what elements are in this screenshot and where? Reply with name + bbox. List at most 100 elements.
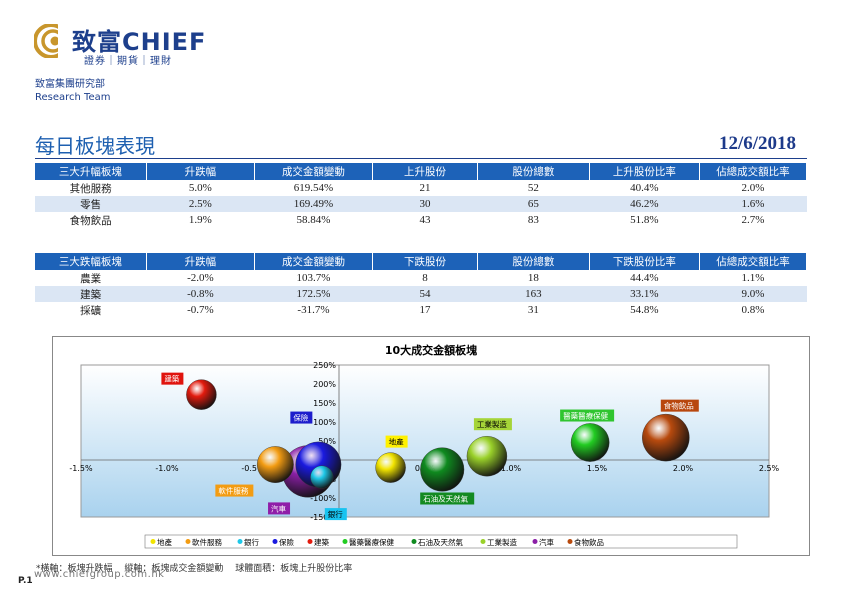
legend-entry: 保險 (279, 537, 294, 547)
bubble (570, 423, 610, 462)
bubble (375, 452, 406, 483)
column-header: 股份總數 (477, 253, 590, 270)
table-cell: 2.0% (741, 182, 765, 194)
x-tick-label: -1.0% (155, 464, 179, 473)
table-cell: 2.7% (741, 214, 765, 226)
legend-marker (237, 539, 243, 544)
legend-entry: 地產 (157, 537, 172, 547)
bubble-label: 醫藥醫療保健 (563, 411, 608, 421)
legend-entry: 工業製造 (487, 537, 517, 547)
table-cell: 619.54% (293, 182, 334, 194)
table-cell: 83 (527, 214, 539, 226)
bubble (256, 446, 294, 483)
department-english: Research Team (35, 92, 111, 103)
table-row: 其他服務 5.0% 619.54% 21 52 40.4% 2.0% (35, 180, 807, 196)
bubble (642, 413, 690, 462)
table-cell: 1.9% (188, 214, 212, 226)
bubble-label-box (385, 435, 408, 448)
table-cell: 農業 (80, 272, 102, 285)
bubble-label: 汽車 (271, 503, 286, 513)
table-row: 零售 2.5% 169.49% 30 65 46.2% 1.6% (35, 196, 807, 212)
chart-title: 10大成交金額板塊 (385, 343, 477, 357)
table-cell: 其他服務 (69, 182, 112, 195)
table-cell: 31 (527, 304, 539, 316)
y-tick-label: 150% (313, 399, 336, 408)
legend-entry: 食物飲品 (574, 537, 604, 547)
table-cell: 54.8% (630, 304, 659, 316)
bubble-label: 食物飲品 (664, 401, 694, 411)
column-header: 上升股份 (372, 163, 478, 180)
table-row: 採礦 -0.7% -31.7% 17 31 54.8% 0.8% (35, 302, 807, 318)
bubble (310, 465, 334, 489)
table-cell: 103.7% (296, 272, 331, 284)
column-header: 佔總成交額比率 (699, 163, 808, 180)
table-cell: 17 (419, 304, 431, 316)
y-tick-label: 250% (313, 361, 336, 370)
legend-marker (411, 539, 417, 544)
column-header: 下跌股份 (372, 253, 478, 270)
brand-name: 致富CHIEF (72, 28, 207, 56)
table-row: 農業 -2.0% 103.7% 8 18 44.4% 1.1% (35, 270, 807, 286)
page-number: P.1 (18, 576, 33, 586)
y-tick-label: 200% (313, 380, 336, 389)
bubble-label-box (215, 484, 254, 497)
table-cell: 21 (419, 182, 431, 194)
x-tick-label: 1.0% (501, 464, 522, 473)
bubble-label: 工業製造 (477, 419, 507, 429)
bubble (420, 447, 465, 492)
table-cell: 163 (477, 286, 590, 302)
x-tick-label: 2.0% (673, 464, 694, 473)
chart-footnote: *橫軸：板塊升跌幅 縱軸：板塊成交金額變動 球體面積：板塊上升股份比率 (36, 564, 353, 574)
legend-box (144, 534, 738, 549)
table-cell: 52 (527, 182, 539, 194)
header-divider (35, 158, 807, 159)
legend-marker (150, 539, 156, 544)
losers-table: 三大跌幅板塊 升跌幅 成交金額變動 下跌股份 股份總數 下跌股份比率 佔總成交額比率 農業 -… (35, 253, 808, 318)
bubble-label-box (660, 399, 699, 412)
column-header: 三大跌幅板塊 (35, 253, 147, 270)
table-cell: 1.1% (741, 272, 765, 284)
bubble-label: 保險 (293, 413, 308, 423)
table-cell: 44.4% (630, 272, 659, 284)
legend-marker (342, 539, 348, 544)
table-cell: -31.7% (297, 304, 330, 316)
bubble (186, 379, 217, 410)
table-cell: 零售 (35, 196, 147, 212)
bubble-label: 地產 (389, 437, 404, 447)
table-cell: 9.0% (699, 286, 807, 302)
y-tick-label: -150% (310, 513, 336, 522)
bubble-chart-svg: 10大成交金額板塊-1.5%-1.0%-0.5%0.5%1.0%1.5%2.0%… (69, 343, 780, 549)
brand-subtitle: 證券｜期貨｜理財 (84, 56, 172, 67)
table-cell: -0.7% (187, 304, 214, 316)
bubble-label-box (268, 502, 291, 515)
table-cell: 172.5% (254, 286, 373, 302)
table-cell: 169.49% (254, 196, 373, 212)
legend-entry: 石油及天然氣 (418, 537, 463, 547)
column-header: 下跌股份比率 (589, 253, 700, 270)
department-chinese: 致富集團研究部 (35, 79, 105, 90)
page-title: 每日板塊表現 (35, 134, 155, 158)
bubble-chart: 10大成交金額板塊-1.5%-1.0%-0.5%0.5%1.0%1.5%2.0%… (52, 336, 810, 556)
table-cell: 58.84% (296, 214, 331, 226)
legend-entry: 軟件服務 (192, 537, 222, 547)
x-tick-label: 1.5% (587, 464, 608, 473)
table-cell: 46.2% (589, 196, 700, 212)
bubble-label-box (324, 508, 347, 521)
report-date: 12/6/2018 (718, 133, 796, 154)
website-url: www.chiefgroup.com.hk (34, 569, 165, 580)
y-tick-label: 50% (318, 437, 336, 446)
bubble-label: 建築 (164, 374, 179, 384)
column-header: 三大升幅板塊 (35, 163, 147, 180)
table-cell: 54 (372, 286, 478, 302)
table-cell: 65 (477, 196, 590, 212)
table-cell: 40.4% (630, 182, 659, 194)
bubble-label: 軟件服務 (218, 486, 248, 496)
table-header-row: 三大升幅板塊 升跌幅 成交金額變動 上升股份 股份總數 上升股份比率 佔總成交額比率 (35, 163, 808, 180)
legend-entry: 汽車 (539, 537, 554, 547)
table-cell: 2.5% (146, 196, 255, 212)
column-header: 佔總成交額比率 (699, 253, 808, 270)
gainers-table: 三大升幅板塊 升跌幅 成交金額變動 上升股份 股份總數 上升股份比率 佔總成交額比率 其他服… (35, 163, 808, 228)
table-header-row: 三大跌幅板塊 升跌幅 成交金額變動 下跌股份 股份總數 下跌股份比率 佔總成交額比率 (35, 253, 808, 270)
legend-marker (567, 539, 573, 544)
logo-swirl-icon (34, 24, 68, 58)
